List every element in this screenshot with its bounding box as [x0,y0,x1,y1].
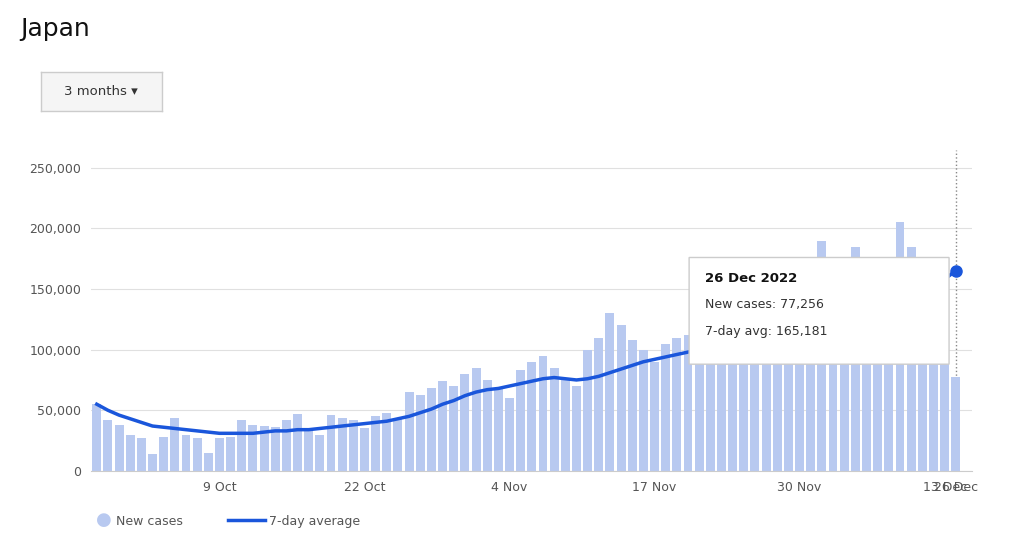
Bar [795,289,804,471]
Bar [684,335,693,471]
Bar [426,388,436,471]
Bar [461,374,469,471]
FancyBboxPatch shape [689,258,949,364]
Bar [539,356,547,471]
Bar [270,427,280,471]
Text: 26 Dec 2022: 26 Dec 2022 [705,272,797,285]
Bar [773,343,782,471]
Bar [226,437,235,471]
Bar [695,343,704,471]
Bar [862,259,871,471]
Bar [114,425,124,471]
Bar [215,438,224,471]
Bar [561,380,569,471]
Bar [918,259,927,471]
Bar [550,368,558,471]
Text: 7-day avg: 165,181: 7-day avg: 165,181 [705,325,828,338]
Bar [505,398,514,471]
Bar [483,380,491,471]
Bar [806,295,815,471]
Bar [628,340,637,471]
Bar [494,388,502,471]
Bar [450,386,458,471]
Bar [472,368,480,471]
Bar [137,438,146,471]
Bar [438,381,447,471]
Bar [884,283,893,471]
Bar [181,434,190,471]
Bar [617,325,626,471]
Bar [951,377,960,471]
Bar [192,438,202,471]
Bar [817,240,827,471]
Bar [840,271,849,471]
Bar [739,307,749,471]
Bar [326,415,335,471]
Bar [360,428,369,471]
Bar [248,425,257,471]
Bar [851,247,860,471]
Bar [282,420,291,471]
Bar [92,404,101,471]
Bar [382,413,391,471]
Bar [706,350,715,471]
Bar [762,331,771,471]
Bar [126,434,135,471]
Bar [661,343,671,471]
Bar [371,417,380,471]
Bar [940,313,949,471]
Bar [259,426,268,471]
Bar [650,362,659,471]
Bar [929,277,938,471]
Bar [337,418,346,471]
Text: 7-day average: 7-day average [269,515,361,529]
Bar [583,350,592,471]
Bar [148,454,157,471]
Bar [517,370,525,471]
Bar [304,428,313,471]
Bar [293,414,302,471]
Bar [728,301,737,471]
Text: Japan: Japan [20,17,90,40]
Bar [784,313,793,471]
Text: New cases: New cases [116,515,183,529]
Bar [829,259,838,471]
Text: 3 months ▾: 3 months ▾ [65,85,138,98]
Text: ●: ● [96,511,112,529]
Bar [673,337,682,471]
Bar [404,392,413,471]
Bar [639,350,648,471]
Bar [528,362,536,471]
Bar [751,313,760,471]
Bar [204,453,213,471]
Bar [315,434,324,471]
Bar [895,222,905,471]
Bar [606,313,614,471]
Bar [907,247,916,471]
Bar [237,420,246,471]
Bar [415,394,424,471]
Bar [348,420,358,471]
Bar [103,420,112,471]
Bar [873,313,882,471]
Bar [595,337,603,471]
Bar [159,437,168,471]
Bar [170,418,179,471]
Bar [717,331,726,471]
Bar [393,418,402,471]
Bar [572,386,580,471]
Text: New cases: 77,256: New cases: 77,256 [705,299,824,311]
